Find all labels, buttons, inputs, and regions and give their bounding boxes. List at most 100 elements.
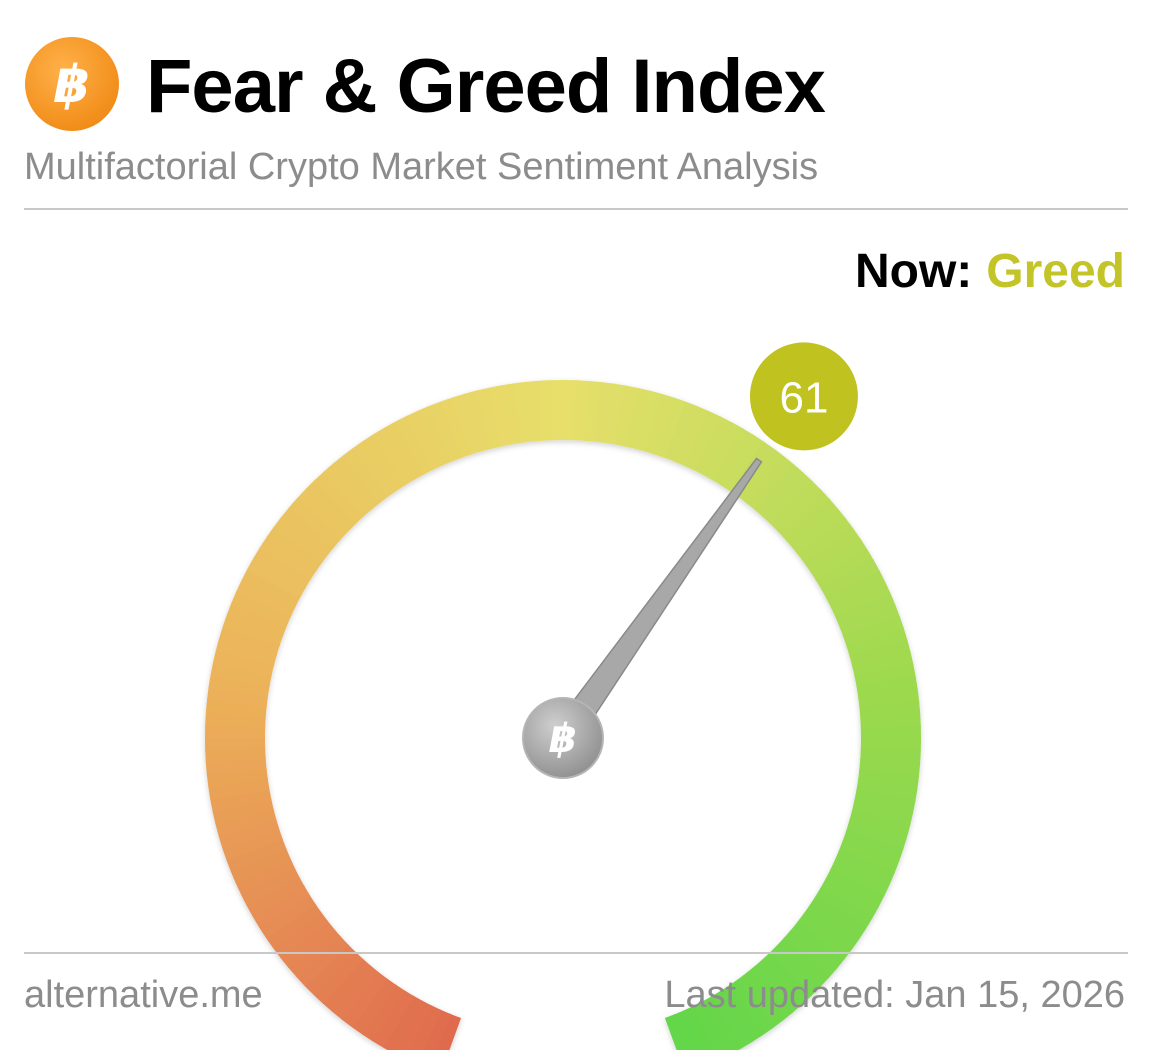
gauge-arc-segment <box>272 911 329 959</box>
gauge-arc-segment <box>210 788 272 813</box>
gauge-arc-segment <box>720 434 765 492</box>
gauge-arc-segment <box>856 779 918 803</box>
gauge-arc-segment <box>791 507 847 556</box>
gauge-arc-segment <box>604 383 628 445</box>
gauge-arc-segment <box>280 506 336 555</box>
gauge-arc-segment <box>205 711 266 728</box>
gauge-arc-segment <box>673 1010 702 1050</box>
gauge-arc-segment <box>809 895 867 940</box>
gauge-arc-segment <box>382 995 424 1050</box>
page-subtitle: Multifactorial Crypto Market Sentiment A… <box>24 146 819 188</box>
gauge-arc-segment <box>230 848 291 884</box>
gauge-arc-segment <box>488 385 513 447</box>
gauge-arc-segment <box>814 886 874 930</box>
gauge-arc-segment <box>205 698 267 718</box>
gauge-arc-segment <box>634 390 664 453</box>
gauge-arc-segment <box>258 894 317 939</box>
gauge-arc-segment <box>221 828 284 861</box>
gauge-arc-segment <box>825 868 885 908</box>
gauge-arc-segment <box>790 921 846 970</box>
gauge-arc-segment <box>583 380 603 442</box>
gauge-arc-segment <box>246 557 306 599</box>
gauge-arc-segment <box>838 839 900 874</box>
now-label: Now: <box>854 245 973 298</box>
gauge-arc-segment <box>208 777 270 801</box>
gauge-arc-segment <box>645 393 676 456</box>
footer-divider <box>24 952 1128 954</box>
gauge-arc-segment <box>664 1014 690 1050</box>
source-link[interactable]: alternative.me <box>24 974 263 1016</box>
gauge-arc-segment <box>624 387 652 450</box>
gauge-arc-segment <box>525 380 544 442</box>
gauge-arc-segment <box>614 385 640 447</box>
gauge-arc-segment <box>422 1009 452 1050</box>
gauge-arc-segment <box>821 559 880 600</box>
gauge-arc-segment <box>273 516 330 563</box>
gauge-arc-segment <box>332 454 381 510</box>
gauge-arc-segment <box>674 406 711 467</box>
gauge-arc-segment <box>845 820 908 851</box>
gauge-arc-segment <box>279 920 335 969</box>
page-title: Fear & Greed Index <box>146 44 826 129</box>
gauge-arc-segment <box>452 393 483 455</box>
gauge-arc-segment <box>796 913 853 960</box>
gauge-arc-segment <box>322 958 372 1013</box>
gauge-arc-segment <box>246 876 305 917</box>
gauge-arc-segment <box>573 380 590 441</box>
gauge-arc-segment <box>352 440 398 497</box>
last-updated: Last updated: Jan 15, 2026 <box>664 974 1125 1016</box>
gauge-arc-segment <box>342 447 390 504</box>
gauge-arc-segment <box>682 1005 716 1050</box>
gauge-arc-segment <box>252 546 312 590</box>
gauge-arc-segment <box>826 569 886 609</box>
value-badge: 61 <box>749 342 858 451</box>
gauge-arc-segment <box>820 877 880 919</box>
gauge-arc-segment <box>235 857 296 895</box>
gauge-arc-segment <box>323 462 373 517</box>
gauge-arc-segment <box>842 829 904 863</box>
gauge-arc-segment <box>351 978 397 1035</box>
gauge-arc-segment <box>371 989 415 1049</box>
gauge-arc-segment <box>769 480 822 533</box>
gauge-arc-segment <box>852 651 914 678</box>
gauge-arc-segment <box>205 757 267 776</box>
gauge-arc-segment <box>215 808 277 837</box>
gauge-arc-segment <box>417 405 453 466</box>
gauge-arc-segment <box>842 615 905 648</box>
gauge-arc-segment <box>804 527 861 573</box>
gauge-arc-segment <box>711 427 755 487</box>
gauge-arc-segment <box>435 1013 462 1050</box>
gauge-arc-segment <box>835 592 896 628</box>
gauge-arc-segment <box>331 965 380 1021</box>
gauge-arc-segment <box>225 838 287 873</box>
hub-bitcoin-icon: ฿ <box>549 716 577 762</box>
gauge-arc <box>205 380 921 1050</box>
bitcoin-logo-icon: ฿ <box>25 37 119 131</box>
gauge-arc-segment <box>395 1000 433 1050</box>
header-divider <box>24 208 1128 210</box>
gauge-arc-segment <box>738 448 785 505</box>
gauge-arc-segment <box>784 498 839 548</box>
gauge-arc-segment <box>440 396 473 459</box>
gauge-arc-segment <box>513 381 534 443</box>
gauge-arc-segment <box>859 700 921 719</box>
gauge-arc-segment <box>240 867 300 907</box>
gauge-arc-segment <box>854 663 916 688</box>
value-badge-text: 61 <box>779 373 828 422</box>
gauge-arc-segment <box>809 537 868 582</box>
gauge-arc-segment <box>476 387 503 449</box>
gauge-arc-segment <box>851 799 914 827</box>
gauge-arc-segment <box>830 859 891 897</box>
gauge-arc-segment <box>226 602 288 637</box>
gauge-arc-segment <box>848 809 911 839</box>
gauge-arc-segment <box>208 673 270 697</box>
gauge-arc-segment <box>776 937 830 989</box>
gauge-arc-segment <box>594 381 615 444</box>
gauge-arc-segment <box>846 627 908 658</box>
gauge-arc-segment <box>856 675 918 699</box>
gauge-arc-segment <box>341 971 388 1028</box>
gauge-arc-segment <box>834 849 895 886</box>
gauge-arc-segment <box>664 401 699 463</box>
gauge-arc-segment <box>265 903 322 949</box>
